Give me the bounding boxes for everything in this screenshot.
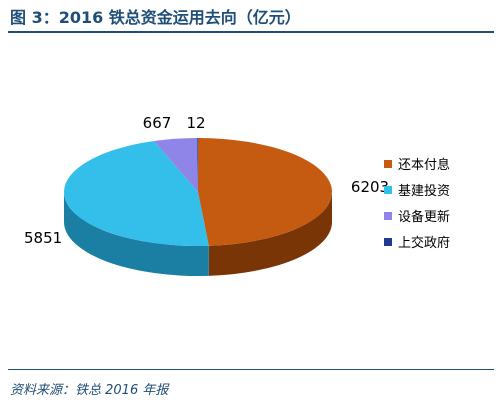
pie-slice-3 — [153, 138, 198, 192]
data-label-2: 5851 — [24, 229, 62, 247]
legend-label-4: 上交政府 — [398, 235, 450, 251]
pie-side-1 — [208, 192, 332, 276]
title-divider — [8, 31, 494, 33]
legend-swatch-3 — [384, 212, 392, 220]
pie-slices — [63, 138, 333, 246]
legend-label-2: 基建投资 — [398, 183, 450, 199]
pie-slice-2 — [63, 141, 209, 246]
legend-swatch-2 — [384, 186, 392, 194]
pie-depth — [64, 192, 332, 276]
data-labels: 6203 5851 667 12 — [24, 114, 389, 247]
data-label-3: 667 — [143, 114, 172, 132]
source-note: 资料来源：铁总 2016 年报 — [10, 383, 169, 398]
pie-side-2 — [64, 192, 209, 276]
chart-title: 图 3：2016 铁总资金运用去向（亿元） — [10, 8, 301, 27]
footer-divider — [8, 369, 494, 370]
legend-label-1: 还本付息 — [398, 157, 450, 173]
legend-swatch-1 — [384, 160, 392, 168]
pie-slice-4 — [197, 138, 198, 192]
pie-slice-1 — [198, 138, 333, 246]
data-label-4: 12 — [186, 114, 205, 132]
data-label-1: 6203 — [351, 178, 389, 196]
legend-swatch-4 — [384, 238, 392, 246]
legend-label-3: 设备更新 — [398, 209, 450, 225]
